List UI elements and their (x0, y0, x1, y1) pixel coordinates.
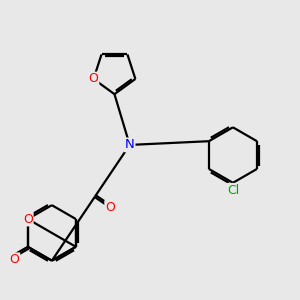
Text: Cl: Cl (227, 184, 239, 197)
Text: O: O (23, 212, 33, 226)
Text: O: O (10, 253, 20, 266)
Text: O: O (88, 73, 98, 85)
Text: O: O (105, 201, 115, 214)
Text: N: N (125, 138, 135, 152)
